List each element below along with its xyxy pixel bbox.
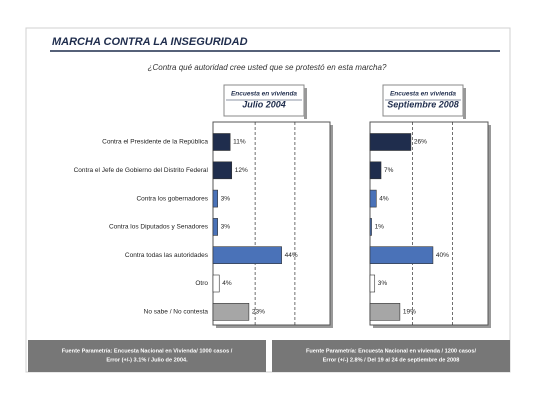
footer-bar: [28, 340, 266, 372]
panel-subtitle: Encuesta en vivienda: [390, 91, 456, 98]
panel-header-shadow: [304, 88, 307, 119]
value-label: 4%: [222, 280, 232, 287]
category-label: No sabe / No contesta: [144, 309, 209, 316]
bar: [369, 274, 376, 293]
panel-header-shadow: [463, 88, 466, 119]
value-label: 3%: [221, 224, 231, 231]
category-label: Contra todas las autoridades: [125, 252, 209, 259]
panel-title: Septiembre 2008: [387, 99, 459, 109]
question: ¿Contra qué autoridad cree usted que se …: [148, 63, 387, 72]
value-label: 3%: [378, 280, 388, 287]
value-label: 7%: [384, 167, 394, 174]
bar: [369, 218, 372, 236]
bar: [369, 161, 382, 180]
value-label: 44%: [285, 252, 298, 259]
footer-text: Error (+/-) 3.1% / Julio de 2004.: [106, 357, 188, 363]
bar: [212, 133, 231, 151]
bar: [369, 189, 377, 208]
bar: [212, 189, 218, 208]
panel-header: [382, 84, 464, 117]
footer-text: Error (+/-) 2.8% / Del 19 al 24 de septi…: [323, 357, 460, 363]
bar: [212, 161, 233, 180]
value-label: 1%: [375, 224, 385, 231]
footer-text: Fuente Parametría: Encuesta Nacional en …: [62, 348, 233, 354]
panel-title: Julio 2004: [242, 99, 286, 109]
panel-subtitle: Encuesta en vivienda: [231, 91, 297, 98]
value-label: 3%: [221, 195, 231, 202]
bar: [212, 246, 282, 264]
category-label: Contra los gobernadores: [136, 195, 208, 202]
value-label: 11%: [233, 139, 246, 146]
value-label: 40%: [436, 252, 449, 259]
category-label: Otro: [195, 280, 208, 287]
bar: [212, 218, 218, 236]
bar: [212, 274, 220, 293]
value-label: 23%: [252, 309, 265, 316]
footer-bar: [272, 340, 510, 372]
category-label: Contra los Diputados y Senadores: [109, 224, 209, 231]
title: MARCHA CONTRA LA INSEGURIDAD: [52, 36, 248, 48]
category-label: Contra el Presidente de la República: [102, 139, 208, 146]
value-label: 26%: [414, 139, 427, 146]
bar: [369, 133, 412, 151]
footer-text: Fuente Parametría: Encuesta Nacional en …: [306, 348, 477, 354]
value-label: 4%: [379, 195, 389, 202]
plot-area: [212, 121, 331, 326]
bar: [369, 246, 434, 264]
value-label: 12%: [235, 167, 248, 174]
value-label: 19%: [403, 309, 416, 316]
panel-header: [223, 84, 305, 117]
bar: [212, 302, 250, 321]
bar: [369, 302, 401, 321]
category-label: Contra el Jefe de Gobierno del Distrito …: [74, 167, 209, 174]
plot-area: [369, 121, 489, 326]
